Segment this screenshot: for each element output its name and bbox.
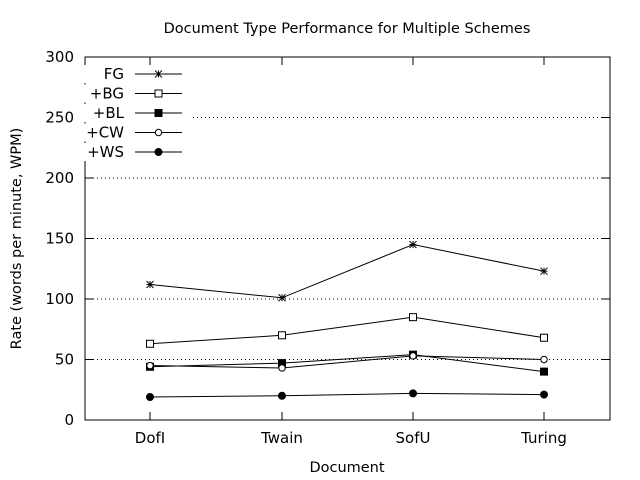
legend-label: +BL	[93, 104, 125, 122]
axis-ticks: 0 50 100 150 200 250 300 DofI Twain SofU Turing	[45, 48, 610, 447]
data-point-ws-twain	[278, 391, 286, 400]
data-point-fg-dofi	[146, 280, 154, 289]
y-tick-label: 50	[55, 351, 74, 369]
x-tick-label: Twain	[260, 429, 303, 447]
y-tick-label: 300	[45, 48, 74, 66]
legend-marker-bl	[154, 109, 163, 117]
x-axis-label: Document	[309, 460, 384, 476]
x-tick-label: Turing	[520, 429, 567, 447]
legend-label: FG	[104, 65, 124, 83]
legend: FG +BG+BL +CW+WS	[82, 65, 192, 161]
y-tick-label: 250	[45, 109, 74, 127]
data-point-bg-turing	[540, 333, 548, 342]
data-point-cw-dofi	[146, 361, 154, 370]
y-tick-label: 100	[45, 290, 74, 308]
legend-item-fg: FG	[82, 65, 192, 83]
data-point-ws-turing	[540, 390, 548, 399]
legend-marker-ws	[154, 148, 163, 156]
data-point-bg-sofu	[409, 313, 417, 322]
legend-marker-fg	[154, 70, 163, 78]
series-line-fg	[149, 244, 545, 299]
data-point-ws-sofu	[409, 389, 417, 398]
data-point-bl-turing	[540, 367, 548, 376]
series-line-ws	[149, 392, 545, 398]
data-point-fg-twain	[278, 293, 286, 302]
series-line-bg	[149, 316, 545, 345]
legend-item-cw: +CW	[82, 123, 192, 142]
y-tick-label: 0	[64, 411, 74, 429]
legend-item-bg: +BG	[82, 84, 192, 103]
x-tick-label: DofI	[135, 429, 165, 447]
y-tick-label: 150	[45, 230, 74, 248]
legend-item-ws: +WS	[82, 143, 192, 161]
data-point-fg-turing	[540, 267, 548, 276]
series-line-cw	[149, 355, 545, 369]
data-point-cw-sofu	[409, 352, 417, 360]
chart-title: Document Type Performance for Multiple S…	[164, 21, 531, 37]
legend-item-bl: +BL	[82, 104, 192, 122]
data-point-fg-sofu	[409, 240, 417, 249]
y-axis-label: Rate (words per minute, WPM)	[9, 128, 25, 350]
data-point-cw-turing	[540, 355, 548, 364]
data-point-cw-twain	[278, 364, 286, 372]
legend-marker-bg	[154, 89, 163, 98]
data-point-bg-twain	[278, 331, 286, 340]
legend-label: +CW	[86, 124, 124, 142]
data-point-bg-dofi	[146, 339, 154, 348]
x-tick-label: SofU	[396, 429, 431, 447]
data-point-ws-dofi	[146, 393, 154, 402]
y-tick-label: 200	[45, 169, 74, 187]
legend-label: +WS	[87, 143, 124, 161]
series-line-bl	[149, 354, 545, 373]
legend-label: +BG	[90, 85, 124, 103]
legend-marker-cw	[154, 128, 163, 137]
series-layer	[146, 240, 548, 402]
